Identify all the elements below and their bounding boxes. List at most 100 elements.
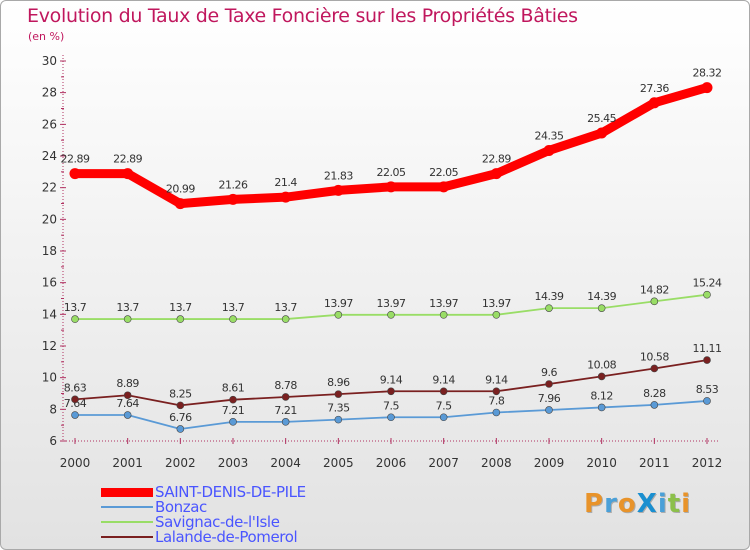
data-label: 7.21 [274,404,297,417]
data-label: 24.35 [535,129,564,142]
data-point [123,391,132,400]
y-tick-label: 16 [42,276,57,290]
data-label: 13.7 [274,301,297,314]
data-label: 9.6 [541,366,557,379]
data-point [229,395,237,404]
legend-swatch [101,506,153,508]
data-point [545,380,553,388]
data-label: 10.58 [640,350,669,363]
data-point [439,311,448,319]
data-point [439,387,448,396]
y-tick-label: 8 [49,402,57,416]
y-tick-label: 12 [42,339,57,353]
data-point [281,418,290,426]
data-point [334,390,343,398]
data-point [176,425,185,433]
data-label: 9.14 [432,373,455,386]
legend-swatch [101,487,153,497]
data-point [439,413,448,422]
data-point [703,397,711,405]
x-tick-label: 2009 [534,456,565,470]
data-point [387,413,395,422]
data-point [597,403,606,412]
data-label: 21.26 [219,178,248,191]
x-tick-label: 2006 [376,456,407,470]
data-label: 22.89 [113,153,142,166]
data-point [490,168,502,180]
y-tick-label: 30 [42,54,57,68]
x-tick-label: 2007 [428,456,459,470]
data-label: 7.96 [538,392,561,405]
data-label: 7.5 [436,399,452,412]
proxiti-logo: ProXiti [584,489,691,519]
data-label: 13.7 [64,301,87,314]
data-label: 13.97 [377,297,406,310]
logo-letter: X [636,489,658,519]
data-point [122,168,134,180]
data-label: 11.11 [693,342,722,355]
y-tick-label: 10 [42,371,57,385]
data-point [334,311,343,319]
data-point [387,311,395,319]
data-label: 13.7 [222,301,245,314]
data-point [492,387,501,396]
data-point [492,408,501,417]
logo-letter: P [584,489,605,519]
y-tick-label: 6 [49,434,57,448]
data-label: 22.89 [61,153,90,166]
data-label: 13.97 [429,297,458,310]
x-tick-label: 2008 [481,456,512,470]
logo-letter: t [667,489,682,519]
data-point [703,290,711,299]
data-label: 9.14 [485,373,508,386]
data-point [176,315,185,323]
data-point [71,411,79,419]
data-label: 22.05 [429,166,458,179]
data-label: 22.89 [482,153,511,166]
data-label: 22.05 [377,166,406,179]
x-tick-label: 2012 [692,456,723,470]
data-label: 13.7 [116,301,139,314]
x-tick-label: 2003 [218,456,249,470]
y-tick-label: 20 [42,212,57,226]
data-label: 7.5 [383,399,399,412]
data-point [545,304,553,312]
data-label: 28.32 [693,67,722,80]
y-tick-label: 18 [42,244,57,258]
data-label: 8.96 [327,376,350,389]
data-label: 8.25 [169,387,192,400]
data-label: 21.4 [274,176,297,189]
y-tick-label: 26 [42,117,57,131]
data-label: 8.53 [696,383,719,396]
data-label: 14.82 [640,283,669,296]
data-point [597,304,606,312]
legend-label: Bonzac [155,498,207,516]
data-point [703,356,711,364]
chart-title: Evolution du Taux de Taxe Foncière sur l… [27,5,578,27]
data-point [492,311,501,319]
data-point [334,415,343,424]
logo-letter: o [617,489,637,519]
data-label: 13.97 [324,297,353,310]
data-label: 7.64 [64,397,87,410]
logo-letter: i [657,489,668,519]
data-label: 15.24 [693,277,722,290]
logo-letter: r [604,489,618,519]
data-label: 7.8 [488,395,504,408]
data-point [332,184,344,196]
x-tick-label: 2011 [639,456,670,470]
legend-swatch [101,521,153,523]
data-point [281,315,290,323]
data-point [438,181,450,193]
x-tick-label: 2010 [586,456,617,470]
data-point [648,97,660,109]
data-label: 10.08 [587,358,616,371]
data-point [281,393,290,401]
data-point [545,406,553,414]
x-tick-label: 2004 [270,456,301,470]
y-tick-label: 28 [42,86,57,100]
data-point [71,395,79,404]
data-label: 13.97 [482,297,511,310]
